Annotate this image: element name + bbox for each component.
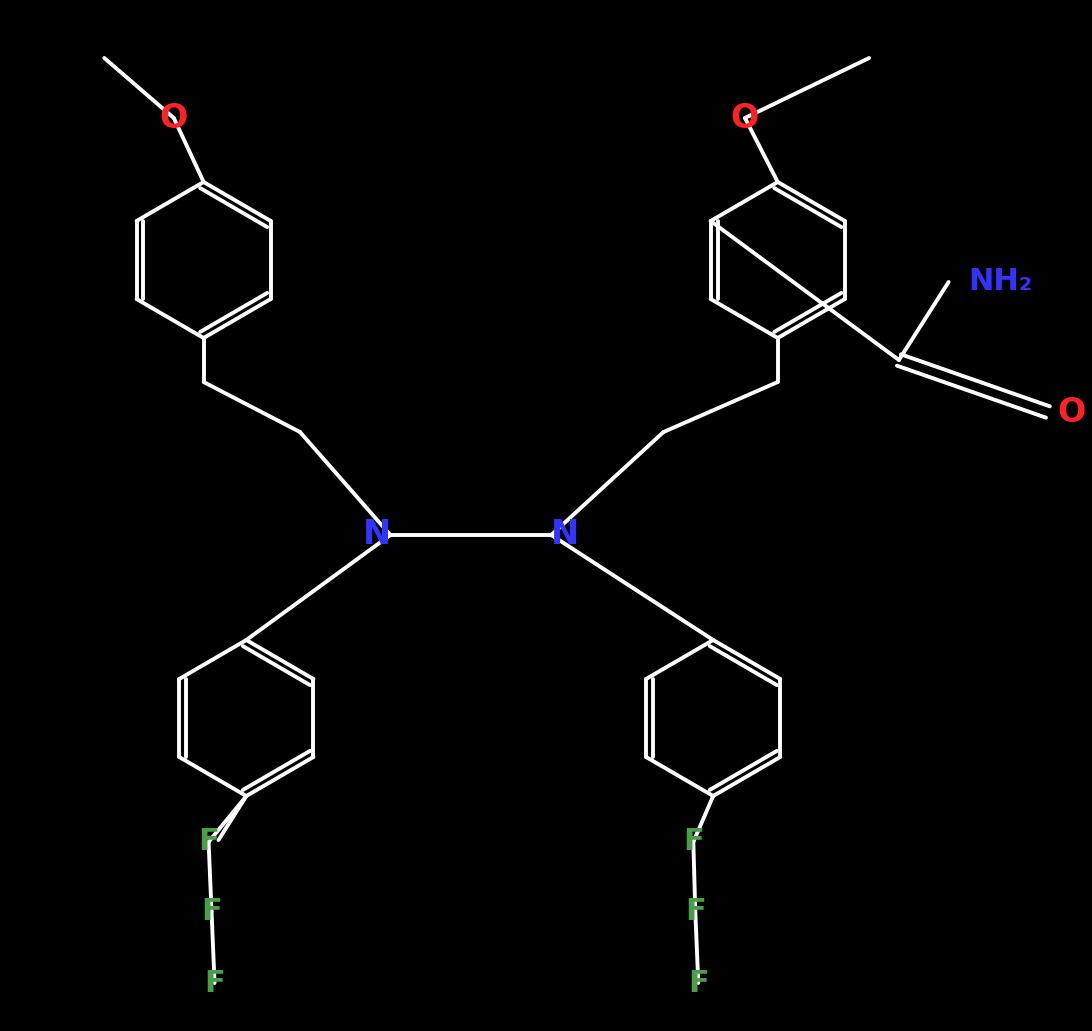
Text: O: O [731, 101, 759, 134]
Text: O: O [159, 101, 188, 134]
Text: F: F [685, 898, 705, 927]
Text: O: O [1058, 396, 1087, 429]
Text: F: F [688, 968, 709, 998]
Text: N: N [551, 519, 579, 552]
Text: F: F [682, 828, 703, 857]
Text: F: F [204, 968, 225, 998]
Text: NH₂: NH₂ [969, 267, 1033, 297]
Text: N: N [363, 519, 391, 552]
Text: F: F [199, 828, 219, 857]
Text: F: F [201, 898, 222, 927]
